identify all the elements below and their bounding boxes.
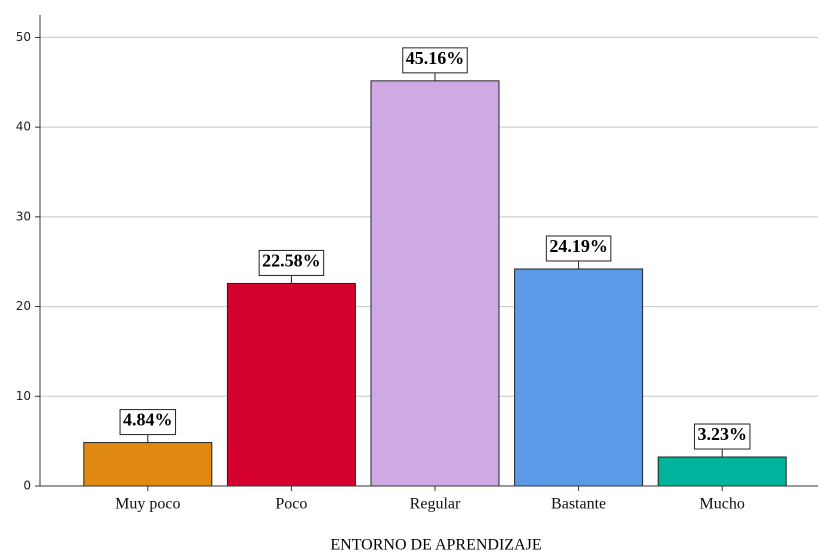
bar xyxy=(657,456,787,487)
bar xyxy=(370,80,500,487)
value-label-box xyxy=(258,249,325,276)
x-axis-label: ENTORNO DE APRENDIZAJE xyxy=(330,537,541,554)
value-label-box xyxy=(545,235,612,262)
x-tick-label: Bastante xyxy=(551,496,606,513)
value-label: 24.19% xyxy=(545,235,612,262)
y-tick-label: 0 xyxy=(23,479,31,493)
x-tick-label: Mucho xyxy=(700,496,745,513)
value-label-text: 22.58% xyxy=(262,251,321,271)
value-label: 3.23% xyxy=(693,423,751,450)
y-tick-label: 40 xyxy=(16,120,31,134)
bar xyxy=(83,442,213,487)
value-label-box xyxy=(119,409,177,436)
value-label-text: 3.23% xyxy=(697,424,747,444)
value-label-box xyxy=(402,47,468,74)
value-label-box xyxy=(693,423,751,450)
x-tick-label: Muy poco xyxy=(115,496,180,513)
value-label-text: 45.16% xyxy=(406,48,465,68)
x-tick-label: Regular xyxy=(410,496,461,513)
value-label-text: 24.19% xyxy=(549,236,608,256)
y-tick-label: 30 xyxy=(16,209,31,223)
y-tick-label: 20 xyxy=(16,299,31,313)
y-tick-label: 50 xyxy=(16,30,31,44)
x-tick-label: Poco xyxy=(275,496,307,513)
value-label: 45.16% xyxy=(402,47,468,74)
y-tick-label: 10 xyxy=(16,389,31,403)
bar xyxy=(514,268,644,487)
value-label-text: 4.84% xyxy=(123,410,173,430)
value-label: 22.58% xyxy=(258,249,325,276)
value-label: 4.84% xyxy=(119,409,177,436)
bar xyxy=(226,282,356,487)
